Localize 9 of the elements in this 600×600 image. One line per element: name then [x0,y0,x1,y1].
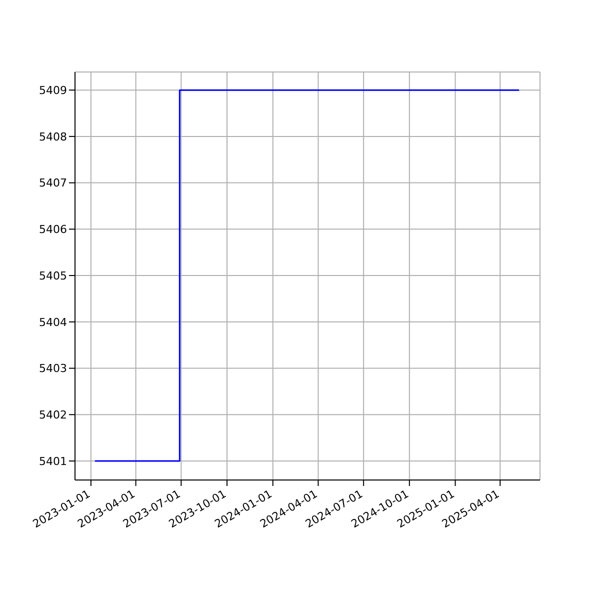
y-tick-label: 5404 [39,316,67,329]
y-tick-label: 5403 [39,362,67,376]
y-tick-label: 5405 [39,269,67,282]
y-tick-label: 5407 [39,176,67,190]
y-tick-label: 5408 [39,130,67,144]
y-tick-label: 5409 [39,84,67,97]
y-tick-label: 5401 [39,454,67,468]
y-tick-label: 5406 [39,223,67,236]
y-tick-label: 5402 [39,408,67,422]
